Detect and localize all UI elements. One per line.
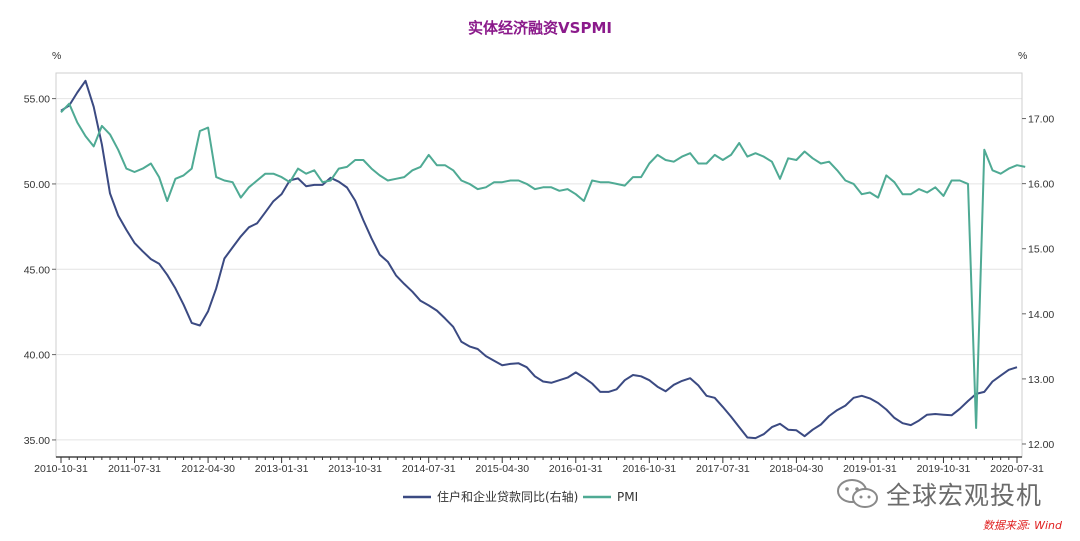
gridlines: [56, 98, 1022, 441]
watermark: 全球宏观投机: [836, 476, 1042, 512]
chart-title: 实体经济融资VSPMI: [468, 19, 612, 37]
left-axis-unit: %: [52, 50, 61, 62]
series-line-pmi: [60, 102, 1026, 429]
right-tick-label: 17.00: [1028, 114, 1054, 126]
right-tick-label: 16.00: [1028, 179, 1054, 191]
legend: 住户和企业贷款同比(右轴) PMI: [403, 489, 638, 504]
left-axis: 55.00 50.00 45.00 40.00 35.00: [24, 94, 56, 447]
left-tick-label: 55.00: [24, 94, 50, 106]
x-tick-label: 2013-10-31: [328, 463, 382, 475]
x-tick-label: 2016-01-31: [549, 463, 603, 475]
left-tick-label: 35.00: [24, 435, 50, 447]
left-tick-label: 40.00: [24, 350, 50, 362]
source-note: 数据来源: Wind: [982, 519, 1062, 532]
x-tick-label: 2019-01-31: [843, 463, 897, 475]
wechat-icon: [837, 479, 878, 508]
x-tick-label: 2013-01-31: [255, 463, 309, 475]
left-tick-label: 45.00: [24, 264, 50, 276]
x-tick-label: 2011-07-31: [108, 463, 161, 475]
x-tick-label: 2010-10-31: [34, 463, 88, 475]
series-line-loans: [60, 79, 1018, 440]
x-tick-label: 2017-07-31: [696, 463, 750, 475]
right-tick-label: 13.00: [1028, 374, 1054, 386]
right-tick-label: 12.00: [1028, 439, 1054, 451]
x-tick-label: 2016-10-31: [622, 463, 676, 475]
legend-label-pmi: PMI: [617, 490, 638, 504]
legend-label-loans: 住户和企业贷款同比(右轴): [437, 489, 578, 504]
x-tick-label: 2015-04-30: [475, 463, 529, 475]
x-tick-label: 2020-07-31: [990, 463, 1044, 475]
left-tick-label: 50.00: [24, 179, 50, 191]
x-tick-label: 2012-04-30: [181, 463, 235, 475]
watermark-text: 全球宏观投机: [886, 481, 1043, 510]
x-tick-label: 2014-07-31: [402, 463, 456, 475]
series-layer: [60, 79, 1026, 440]
x-axis: 2010-10-31 2011-07-31 2012-04-30 2013-01-31…: [34, 457, 1044, 475]
right-axis: 17.00 16.00 15.00 14.00 13.00 12.00: [1022, 114, 1054, 451]
right-axis-unit: %: [1018, 50, 1027, 62]
x-tick-label: 2018-04-30: [770, 463, 824, 475]
x-tick-label: 2019-10-31: [917, 463, 971, 475]
right-tick-label: 14.00: [1028, 309, 1054, 321]
right-tick-label: 15.00: [1028, 244, 1054, 256]
